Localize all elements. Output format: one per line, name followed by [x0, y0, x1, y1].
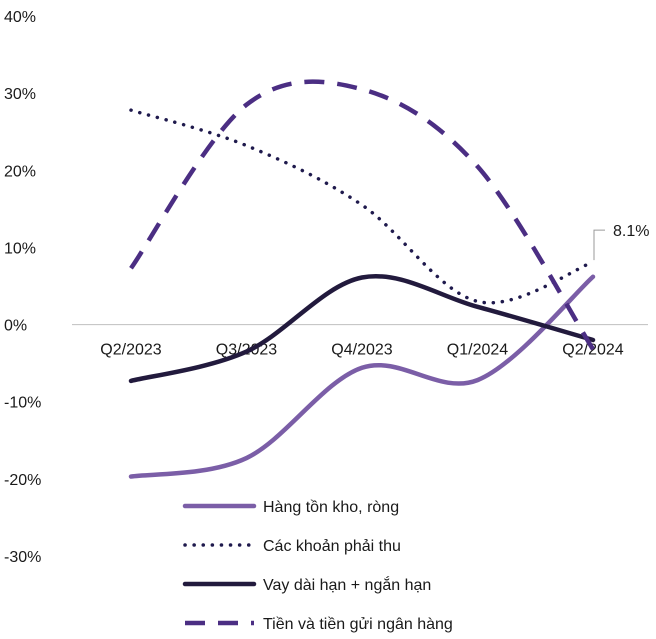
y-axis-ticks: 40% 30% 20% 10% 0% -10% -20% -30% — [4, 9, 41, 566]
series-line — [128, 274, 596, 479]
x-tick-label: Q4/2023 — [331, 342, 392, 359]
legend-label: Vay dài hạn + ngắn hạn — [263, 575, 431, 594]
x-tick-label: Q2/2024 — [562, 342, 623, 359]
series-line — [129, 108, 595, 305]
legend-label: Các khoản phải thu — [263, 538, 401, 555]
y-tick-label: 10% — [4, 240, 36, 257]
x-tick-label: Q1/2024 — [447, 342, 508, 359]
x-tick-label: Q2/2023 — [100, 342, 161, 359]
series-line — [129, 79, 595, 351]
series-line — [128, 274, 596, 384]
legend-label: Hàng tồn kho, ròng — [263, 499, 399, 516]
legend-label: Tiền và tiền gửi ngân hàng — [263, 616, 453, 633]
y-tick-label: 0% — [4, 318, 27, 335]
y-tick-label: 20% — [4, 163, 36, 180]
y-tick-label: -30% — [4, 549, 41, 566]
annotation-leader-line — [593, 229, 605, 261]
annotation-label: 8.1% — [613, 223, 649, 240]
y-tick-label: 30% — [4, 86, 36, 103]
x-axis-ticks: Q2/2023 Q3/2023 Q4/2023 Q1/2024 Q2/2024 — [100, 342, 623, 359]
y-tick-label: -20% — [4, 472, 41, 489]
annotation: 8.1% — [593, 223, 649, 261]
series-lines — [128, 79, 596, 479]
legend: Hàng tồn kho, ròng Các khoản phải thu Vay … — [182, 499, 453, 633]
y-tick-label: 40% — [4, 9, 36, 26]
y-tick-label: -10% — [4, 395, 41, 412]
